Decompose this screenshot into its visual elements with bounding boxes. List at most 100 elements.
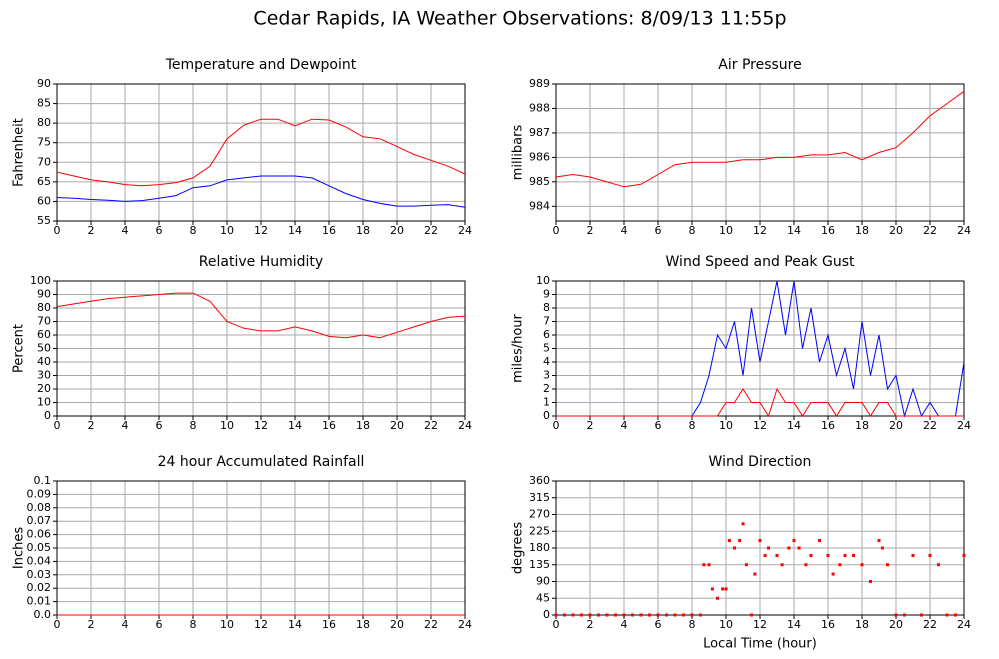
data-line [56, 118, 466, 187]
data-point [831, 572, 835, 576]
x-tick-label: 0 [553, 618, 560, 631]
data-point [886, 563, 889, 567]
data-point [648, 613, 651, 617]
y-tick-label: 45 [536, 591, 550, 604]
data-point [838, 563, 842, 567]
x-tick-label: 16 [821, 224, 835, 237]
data-point [588, 613, 592, 617]
y-tick-label: 90 [37, 288, 51, 301]
y-tick-label: 100 [30, 274, 51, 287]
data-point [750, 613, 753, 617]
chart-title: Temperature and Dewpoint [165, 57, 357, 73]
data-point [911, 553, 915, 557]
chart-title: Wind Direction [709, 454, 812, 470]
y-tick-label: 75 [37, 136, 51, 149]
x-tick-label: 0 [553, 224, 560, 237]
data-point [954, 613, 957, 617]
y-axis-label: Inches [12, 527, 27, 569]
y-tick-label: 30 [37, 369, 51, 382]
x-tick-label: 2 [88, 419, 95, 432]
x-tick-label: 24 [957, 419, 971, 432]
x-tick-label: 18 [356, 419, 370, 432]
x-tick-label: 2 [587, 419, 594, 432]
data-point [563, 613, 566, 617]
x-tick-label: 8 [689, 618, 696, 631]
x-tick-label: 24 [957, 618, 971, 631]
x-tick-label: 24 [458, 224, 472, 237]
y-tick-label: 985 [529, 175, 550, 188]
x-axis-label: Local Time (hour) [703, 637, 817, 652]
plot-frame [555, 83, 965, 222]
x-tick-label: 10 [220, 224, 234, 237]
x-tick-label: 14 [288, 224, 302, 237]
x-tick-label: 0 [54, 224, 61, 237]
y-tick-label: 0.0 [34, 608, 52, 621]
x-tick-label: 22 [923, 618, 937, 631]
data-point [682, 613, 685, 617]
y-tick-label: 55 [37, 214, 51, 227]
data-point [937, 563, 940, 567]
y-tick-label: 988 [529, 101, 550, 114]
x-tick-label: 16 [821, 618, 835, 631]
data-point [656, 613, 660, 617]
data-point [787, 546, 791, 550]
x-tick-label: 20 [889, 419, 903, 432]
data-point [639, 613, 643, 617]
x-tick-label: 10 [220, 419, 234, 432]
y-axis-label: millibars [511, 125, 526, 181]
y-tick-label: 0.03 [27, 568, 52, 581]
x-tick-label: 20 [889, 618, 903, 631]
y-axis-label: Fahrenheit [12, 118, 27, 187]
data-point [702, 563, 706, 567]
main-title: Cedar Rapids, IA Weather Observations: 8… [253, 8, 786, 30]
x-tick-label: 2 [587, 224, 594, 237]
y-tick-label: 0.05 [27, 541, 52, 554]
data-point [792, 539, 796, 543]
x-tick-label: 8 [689, 224, 696, 237]
data-point [809, 553, 813, 557]
y-tick-label: 0 [543, 409, 550, 422]
y-tick-label: 989 [529, 77, 550, 90]
x-tick-label: 6 [156, 224, 163, 237]
y-axis-label: Percent [12, 324, 27, 373]
x-tick-label: 22 [923, 419, 937, 432]
y-tick-label: 315 [529, 491, 550, 504]
y-tick-label: 90 [37, 77, 51, 90]
x-tick-label: 18 [855, 224, 869, 237]
chart-title: Relative Humidity [199, 254, 323, 270]
x-tick-label: 12 [254, 618, 268, 631]
y-tick-label: 3 [543, 369, 550, 382]
data-point [753, 572, 757, 576]
x-tick-label: 2 [587, 618, 594, 631]
y-tick-label: 0.1 [34, 474, 52, 487]
data-point [597, 613, 600, 617]
x-tick-label: 4 [122, 419, 129, 432]
y-tick-label: 360 [529, 474, 550, 487]
y-tick-label: 987 [529, 126, 550, 139]
x-tick-label: 12 [254, 419, 268, 432]
x-tick-label: 18 [855, 618, 869, 631]
y-axis-label: degrees [511, 522, 526, 575]
y-tick-label: 986 [529, 150, 550, 163]
x-tick-label: 4 [621, 419, 628, 432]
x-tick-label: 8 [190, 224, 197, 237]
y-tick-label: 135 [529, 558, 550, 571]
x-tick-label: 14 [288, 419, 302, 432]
x-tick-label: 22 [424, 618, 438, 631]
data-point [869, 580, 872, 583]
y-tick-label: 0 [44, 409, 51, 422]
x-tick-label: 8 [190, 618, 197, 631]
data-point [767, 546, 770, 550]
data-point [699, 613, 702, 617]
data-line [56, 292, 466, 339]
plot-frame [56, 280, 466, 417]
y-tick-label: 0.06 [27, 528, 52, 541]
y-tick-label: 225 [529, 524, 550, 537]
data-point [622, 613, 626, 617]
chart-title: 24 hour Accumulated Rainfall [158, 454, 365, 470]
x-tick-label: 6 [156, 618, 163, 631]
y-tick-label: 65 [37, 175, 51, 188]
data-point [665, 613, 668, 617]
x-tick-label: 4 [122, 618, 129, 631]
